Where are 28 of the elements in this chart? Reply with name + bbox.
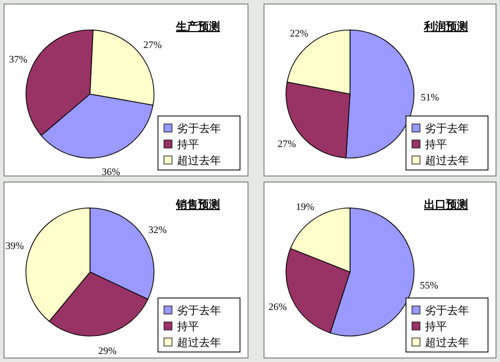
legend-label: 超过去年 [425, 154, 469, 167]
chart-title: 出口预测 [424, 198, 468, 211]
data-label: 36% [102, 167, 120, 178]
chart-title: 销售预测 [175, 198, 220, 211]
chart-title: 利润预测 [423, 20, 468, 33]
legend-label: 劣于去年 [177, 122, 221, 135]
data-label: 32% [148, 225, 167, 236]
data-label: 27% [278, 139, 296, 150]
legend-label: 持平 [425, 138, 447, 151]
data-label: 19% [296, 202, 314, 213]
legend-label: 持平 [177, 320, 199, 333]
legend-label: 劣于去年 [177, 304, 221, 317]
data-label: 29% [98, 346, 117, 358]
legend-label: 劣于去年 [425, 122, 469, 135]
data-label: 55% [420, 280, 438, 292]
chart-title: 生产预测 [175, 20, 220, 33]
data-label: 26% [268, 302, 287, 314]
data-label: 39% [6, 240, 24, 252]
legend-label: 劣于去年 [425, 304, 469, 317]
legend-label: 超过去年 [177, 154, 221, 167]
data-label: 37% [9, 54, 28, 66]
legend-label: 超过去年 [177, 336, 221, 349]
legend-label: 超过去年 [425, 336, 469, 349]
data-label: 51% [420, 92, 440, 104]
legend-label: 持平 [177, 138, 199, 151]
data-label: 27% [143, 40, 162, 52]
data-label: 22% [290, 28, 308, 40]
legend-label: 持平 [425, 320, 447, 333]
